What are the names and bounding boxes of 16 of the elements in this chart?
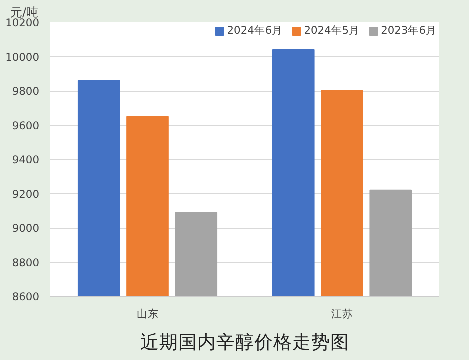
legend-label: 2023年6月 bbox=[381, 24, 437, 38]
y-tick-label: 9000 bbox=[12, 222, 40, 235]
y-tick-label: 10000 bbox=[6, 50, 40, 64]
y-tick-label: 9800 bbox=[12, 85, 40, 98]
y-tick-label: 10200 bbox=[6, 16, 40, 30]
y-tick-label: 8800 bbox=[12, 256, 40, 270]
x-tick-label: 山东 bbox=[136, 308, 159, 320]
y-tick-label: 9400 bbox=[12, 154, 40, 166]
y-tick-label: 9200 bbox=[12, 188, 40, 201]
legend-label: 2024年6月 bbox=[227, 24, 284, 38]
x-tick-label: 江苏 bbox=[331, 308, 354, 320]
y-axis-title: 元/吨 bbox=[10, 6, 39, 20]
legend-label: 2024年5月 bbox=[304, 24, 360, 38]
y-tick-label: 9600 bbox=[12, 119, 40, 132]
y-tick-label: 8600 bbox=[12, 290, 40, 304]
text: 近期国内辛醇价格走势图 bbox=[140, 332, 350, 354]
